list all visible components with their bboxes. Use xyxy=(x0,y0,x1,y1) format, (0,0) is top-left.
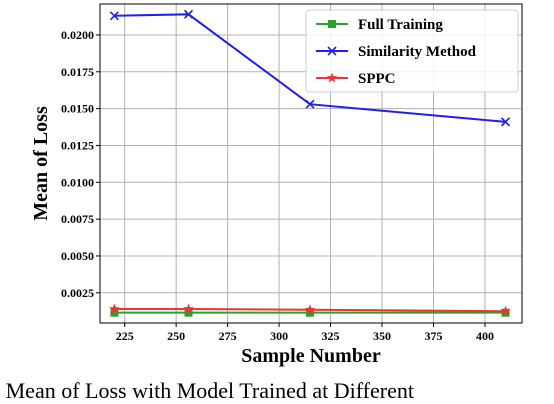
x-marker-stroke xyxy=(305,99,315,109)
data-point-similarity-method xyxy=(500,117,511,127)
axis-ticks: 225 250 275 300 325 350 375 400 0.0025 0.0050 0.00… xyxy=(61,28,494,343)
series-line-similarity-method xyxy=(114,13,506,123)
data-point-sppc xyxy=(183,303,194,314)
y-tick-label: 0.0175 xyxy=(61,65,94,79)
data-point-full-training xyxy=(184,308,193,317)
y-tick-label: 0.0100 xyxy=(61,175,94,189)
legend-item-similarity-method: Similarity Method xyxy=(316,44,477,60)
x-tick-label: 400 xyxy=(476,329,494,343)
data-point-similarity-method xyxy=(183,9,194,19)
legend-marker xyxy=(327,46,337,56)
x-tick-label: 275 xyxy=(219,329,237,343)
x-marker-stroke xyxy=(327,46,337,56)
y-tick-label: 0.0200 xyxy=(61,28,94,42)
x-marker-stroke xyxy=(109,11,119,21)
x-tick-label: 375 xyxy=(424,329,442,343)
y-tick-label: 0.0150 xyxy=(61,102,94,116)
plot-frame xyxy=(99,3,523,324)
legend-label: Similarity Method xyxy=(358,44,477,60)
y-tick-label: 0.0025 xyxy=(61,286,94,300)
series-similarity-method xyxy=(109,9,511,127)
series-line-sppc xyxy=(114,308,506,313)
x-marker-stroke xyxy=(183,9,194,19)
data-point-full-training xyxy=(305,308,314,317)
legend-marker xyxy=(328,20,336,28)
y-axis-label: Mean of Loss xyxy=(30,106,52,221)
data-point-similarity-method xyxy=(109,11,119,21)
x-tick-label: 325 xyxy=(322,329,340,343)
legend-box xyxy=(305,9,519,93)
x-tick-label: 350 xyxy=(373,329,391,343)
figure-caption: : Mean of Loss with Model Trained at Dif… xyxy=(0,378,414,403)
legend-item-full-training: Full Training xyxy=(316,17,443,33)
legend-label: Full Training xyxy=(358,17,443,33)
legend-marker xyxy=(326,72,338,83)
x-tick-label: 225 xyxy=(116,329,134,343)
x-axis-label: Sample Number xyxy=(241,345,381,367)
y-tick-label: 0.0050 xyxy=(61,249,94,263)
series-sppc xyxy=(109,303,511,316)
data-point-full-training xyxy=(110,308,119,317)
data-point-sppc xyxy=(500,305,511,316)
y-tick-label: 0.0125 xyxy=(61,138,94,152)
data-point-similarity-method xyxy=(305,99,315,109)
data-point-sppc xyxy=(304,304,316,315)
loss-line-chart: 225 250 275 300 325 350 375 400 0.0025 0.0050 0.00… xyxy=(30,3,523,367)
legend: Full Training Similarity Method SPPC xyxy=(305,9,519,93)
x-tick-label: 250 xyxy=(167,329,185,343)
x-tick-label: 300 xyxy=(270,329,288,343)
y-tick-label: 0.0075 xyxy=(61,212,94,226)
legend-label: SPPC xyxy=(358,71,396,87)
legend-item-sppc: SPPC xyxy=(316,71,396,87)
series-layer xyxy=(109,9,511,317)
x-marker-stroke xyxy=(500,117,511,127)
data-point-sppc xyxy=(109,303,120,314)
